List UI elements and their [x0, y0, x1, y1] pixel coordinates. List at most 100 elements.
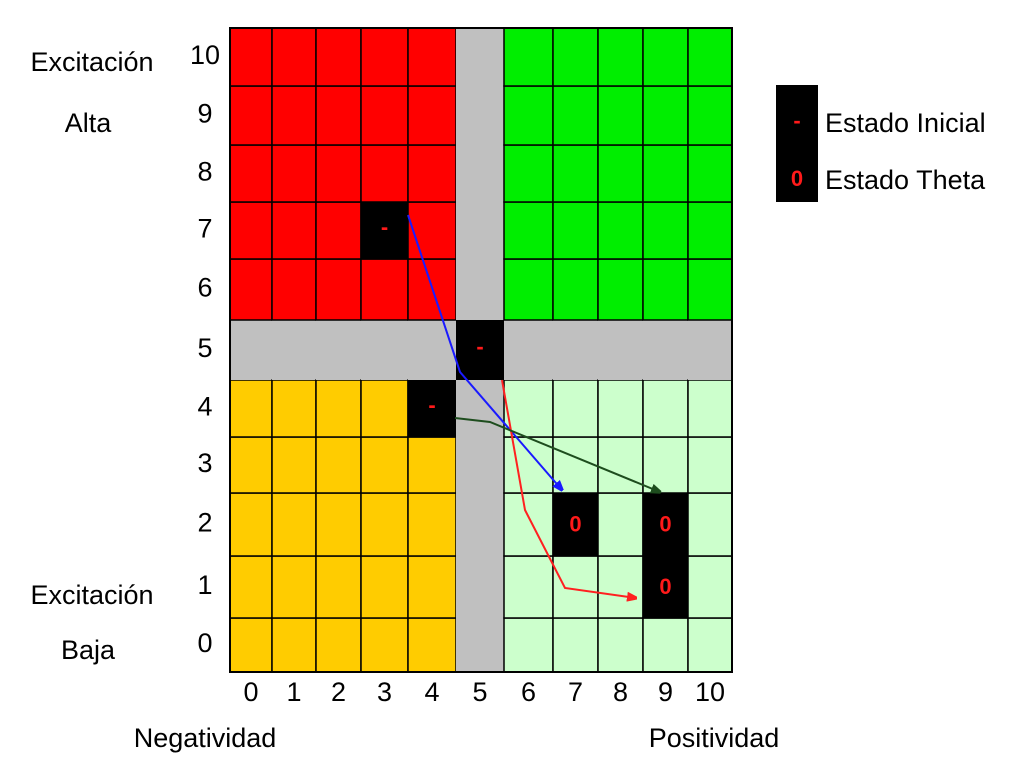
- state-cell: [553, 493, 598, 556]
- cell: [597, 555, 644, 619]
- cell: [687, 555, 733, 619]
- cell: [687, 85, 733, 146]
- cell: [642, 379, 689, 438]
- y-label: Excitación: [30, 580, 153, 610]
- y-tick-label: 9: [197, 99, 212, 129]
- cell: [271, 555, 317, 619]
- cell: [503, 436, 554, 494]
- cell: [552, 436, 599, 494]
- x-tick-label: 8: [613, 677, 628, 707]
- cell: [503, 492, 554, 557]
- cell: [360, 144, 409, 203]
- cell: [597, 379, 644, 438]
- cell: [552, 201, 599, 260]
- cell: [456, 86, 504, 145]
- cell: [687, 258, 733, 321]
- y-label: Baja: [61, 635, 116, 665]
- cell: [229, 27, 273, 87]
- legend: - Estado Inicial 0 Estado Theta: [776, 85, 986, 202]
- cell: [315, 258, 362, 321]
- cell: [687, 617, 733, 673]
- x-tick-label: 9: [658, 677, 673, 707]
- x-tick-label: 0: [243, 677, 258, 707]
- state-cell: [361, 202, 408, 259]
- cell: [360, 258, 409, 321]
- cell: [642, 27, 689, 87]
- cell: [503, 144, 554, 203]
- cell: [456, 28, 504, 86]
- cell: [315, 492, 362, 557]
- x-tick-label: 4: [424, 677, 439, 707]
- cell: [315, 436, 362, 494]
- state-cell: [408, 380, 456, 437]
- cell: [456, 437, 504, 493]
- cell: [553, 320, 598, 380]
- x-tick-label: 2: [331, 677, 346, 707]
- green-arrow: [454, 417, 660, 492]
- cell: [315, 144, 362, 203]
- cell: [503, 201, 554, 260]
- legend-symbol: -: [793, 108, 800, 133]
- y-tick-label: 2: [197, 508, 212, 538]
- state-cell: [456, 320, 504, 380]
- x-tick-label: 5: [472, 677, 487, 707]
- cell: [456, 380, 504, 437]
- cell: [407, 492, 457, 557]
- legend-label: Estado Theta: [825, 165, 986, 195]
- cell: [642, 617, 689, 673]
- cell: [597, 144, 644, 203]
- cell: [229, 492, 273, 557]
- cell: [272, 320, 316, 380]
- state-cell: [643, 556, 688, 618]
- cell: [271, 492, 317, 557]
- cell: [597, 258, 644, 321]
- y-tick-label: 5: [197, 333, 212, 363]
- grid: - - - 0 0 0: [229, 27, 733, 673]
- cell: [552, 617, 599, 673]
- cell: [503, 85, 554, 146]
- y-tick-label: 6: [197, 273, 212, 303]
- cell: [642, 436, 689, 494]
- y-tick-label: 10: [190, 40, 220, 70]
- cell: [407, 201, 457, 260]
- cell: [271, 85, 317, 146]
- cell: [597, 27, 644, 87]
- cell: [597, 617, 644, 673]
- cell: [271, 144, 317, 203]
- cell: [597, 85, 644, 146]
- cell: [456, 556, 504, 618]
- x-label: Negatividad: [134, 723, 277, 753]
- y-tick-label: 7: [197, 214, 212, 244]
- cell: [315, 555, 362, 619]
- cell: [229, 555, 273, 619]
- cell: [687, 201, 733, 260]
- cell: [229, 617, 273, 673]
- cell: [360, 492, 409, 557]
- cell: [687, 436, 733, 494]
- cell: [271, 258, 317, 321]
- cell: [552, 379, 599, 438]
- cell: [230, 320, 272, 380]
- cell: [407, 27, 457, 87]
- cell: [503, 27, 554, 87]
- cell: [687, 144, 733, 203]
- cell: [407, 85, 457, 146]
- cell: [597, 436, 644, 494]
- state-marker: 0: [659, 511, 671, 536]
- cell: [407, 617, 457, 673]
- cell: [504, 320, 553, 380]
- cell: [687, 27, 733, 87]
- cell: [642, 258, 689, 321]
- y-label: Excitación: [30, 47, 153, 77]
- cell: [360, 27, 409, 87]
- cell: [229, 436, 273, 494]
- x-tick-label: 1: [286, 677, 301, 707]
- cell: [598, 320, 643, 380]
- cell: [229, 144, 273, 203]
- cell: [315, 379, 362, 438]
- cell: [503, 258, 554, 321]
- cell: [360, 555, 409, 619]
- x-label: Positividad: [649, 723, 780, 753]
- cell: [229, 258, 273, 321]
